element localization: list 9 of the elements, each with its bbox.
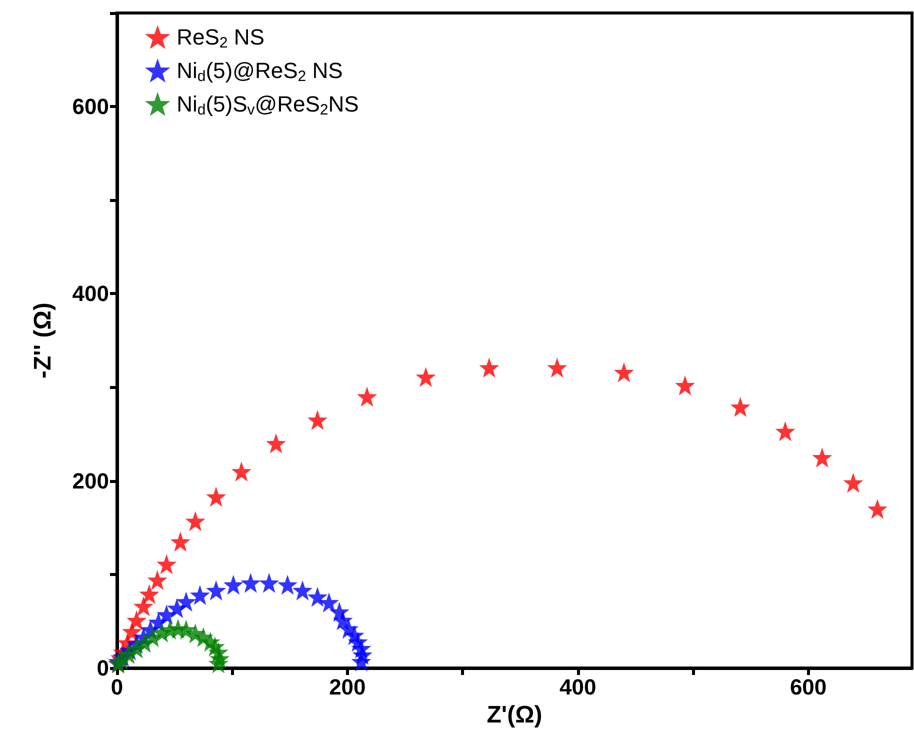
y-tick-label: 0: [96, 656, 109, 680]
y-tick-label: 200: [72, 468, 109, 494]
x-tick-label: 200: [329, 674, 366, 700]
y-axis-title: -Z'' (Ω): [30, 302, 56, 378]
y-tick-label: 400: [72, 281, 109, 306]
x-tick-label: 400: [560, 674, 596, 700]
y-tick-label: 600: [72, 94, 109, 120]
x-tick-label: 600: [790, 674, 827, 700]
x-axis-title: Z'(Ω): [486, 701, 542, 728]
